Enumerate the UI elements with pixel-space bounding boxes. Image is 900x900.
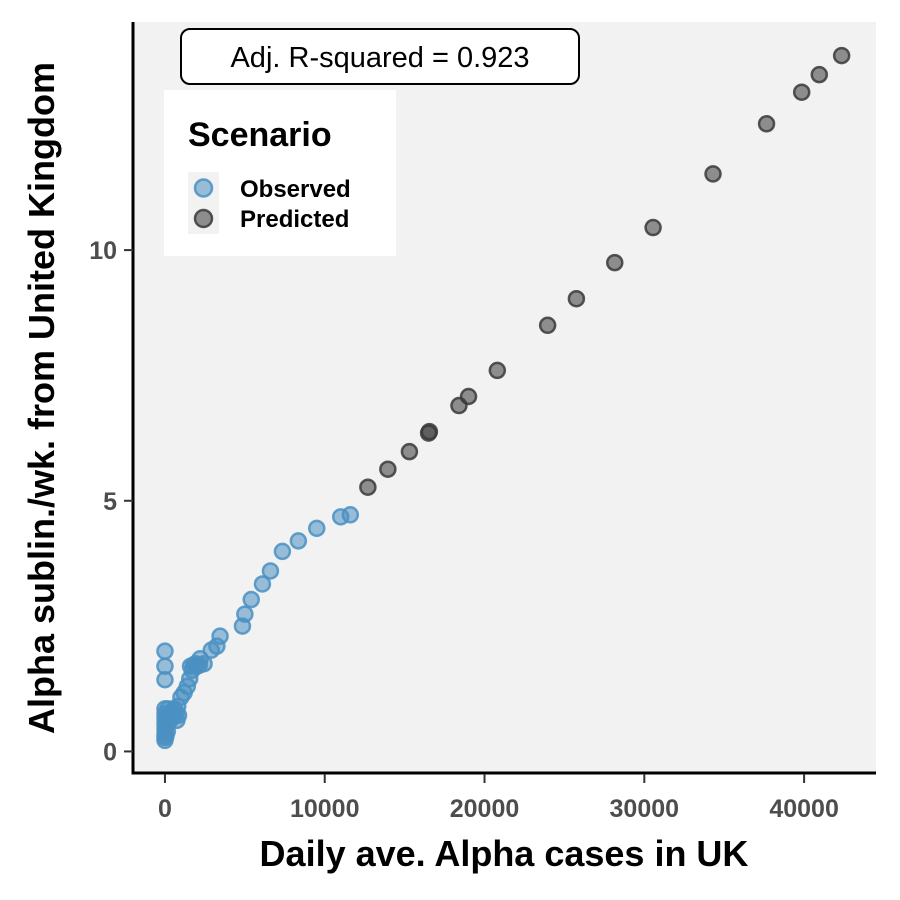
- x-axis-title: Daily ave. Alpha cases in UK: [260, 833, 749, 874]
- point-predicted-11: [644, 218, 662, 237]
- point-predicted-13: [757, 115, 776, 133]
- point-observed-0: [156, 642, 174, 660]
- point-observed-37: [195, 654, 213, 673]
- point-observed-46: [273, 542, 292, 561]
- legend-marker-predicted: [193, 208, 214, 229]
- y-tick-label-1: 5: [103, 488, 117, 516]
- point-observed-44: [253, 575, 272, 593]
- x-tick-label-4: 40000: [769, 795, 839, 823]
- point-observed-45: [261, 562, 280, 580]
- point-predicted-0: [359, 478, 377, 496]
- legend: Scenario Observed Predicted: [164, 90, 396, 256]
- legend-marker-observed: [193, 178, 214, 198]
- point-predicted-9: [567, 289, 586, 308]
- point-predicted-6: [459, 387, 478, 406]
- legend-label-observed: Observed: [240, 176, 351, 203]
- y-tick-label-0: 0: [103, 738, 117, 766]
- point-observed-48: [308, 519, 326, 538]
- x-tick-label-1: 10000: [290, 795, 360, 823]
- annotation-text: Adj. R-squared = 0.923: [230, 42, 529, 74]
- x-axis-ticks: 0 10000 20000 30000 40000: [158, 774, 839, 823]
- point-observed-40: [211, 627, 229, 645]
- y-axis-title: Alpha sublin./wk. from United Kingdom: [21, 62, 62, 734]
- x-tick-label-3: 30000: [610, 795, 680, 823]
- data-points: [156, 46, 851, 750]
- point-predicted-12: [704, 165, 722, 183]
- point-predicted-10: [606, 253, 624, 272]
- point-predicted-8: [538, 316, 557, 335]
- x-tick-label-0: 0: [158, 795, 172, 823]
- x-tick-label-2: 20000: [450, 795, 520, 823]
- point-predicted-14: [792, 83, 811, 101]
- point-predicted-1: [379, 460, 397, 478]
- y-tick-label-2: 10: [89, 237, 117, 265]
- point-observed-43: [242, 590, 260, 609]
- point-observed-50: [341, 506, 360, 524]
- point-predicted-16: [832, 46, 851, 65]
- legend-label-predicted: Predicted: [240, 206, 349, 233]
- point-predicted-4: [420, 422, 439, 441]
- point-observed-47: [289, 532, 308, 550]
- point-predicted-2: [400, 442, 419, 461]
- point-observed-2: [156, 671, 174, 689]
- point-predicted-15: [810, 65, 829, 84]
- y-axis-ticks: 0 5 10: [89, 237, 133, 766]
- point-observed-25: [169, 706, 188, 725]
- annotation-box: [180, 28, 580, 85]
- r-squared-annotation: Adj. R-squared = 0.923: [180, 28, 580, 85]
- point-observed-42: [236, 605, 254, 623]
- legend-title: Scenario: [188, 116, 332, 154]
- point-predicted-7: [488, 361, 507, 380]
